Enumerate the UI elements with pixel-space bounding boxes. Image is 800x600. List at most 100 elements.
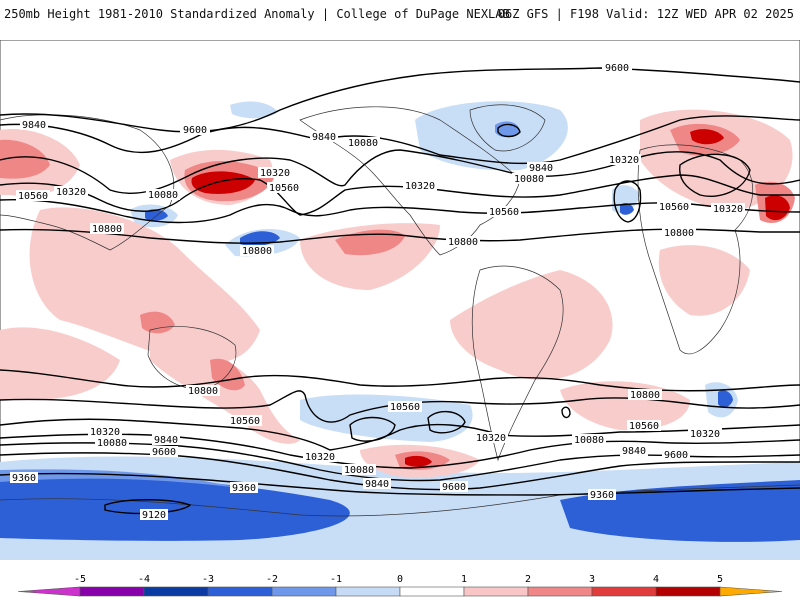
contour-label: 10800 [188,386,218,397]
colorbar-segment [335,586,401,597]
contour-label: 10320 [305,452,335,463]
neg-anomaly-satl-core [718,390,733,408]
contour-label: 10560 [390,402,420,413]
australia-coast [147,326,237,391]
pos-anomaly-npac-max [191,171,255,194]
contour-10800-north [0,228,800,244]
colorbar-segments [17,586,783,597]
contour-label: 10320 [56,187,86,198]
colorbar-tick-labels: -5 -4 -3 -2 -1 0 1 2 3 4 5 [74,574,723,585]
colorbar-tick-label: -2 [266,574,278,585]
contour-10800-south [0,369,800,392]
colorbar-segment [399,586,465,597]
neg-anomaly-antarctic-east [560,480,800,542]
contour-label: 10560 [629,421,659,432]
contour-label: 10800 [630,390,660,401]
contour-label: 9360 [232,483,256,494]
contour-label: 10320 [260,168,290,179]
contour-label: 9840 [529,163,553,174]
colorbar-segment [207,586,273,597]
contour-label: 10320 [405,181,435,192]
antarctica-coast [0,484,800,517]
contour-label: 10800 [664,228,694,239]
anomaly-shading [0,101,800,560]
contour-label: 9840 [22,120,46,131]
contour-label: 9360 [12,473,36,484]
contour-label: 10320 [90,427,120,438]
neg-anomaly-antarctic-core [0,475,350,541]
contour-label-layer: 9600 9840 9600 9840 10080 10560 10320 10… [10,62,745,521]
pos-anomaly-aus-south [150,340,300,444]
colorbar-segment [591,586,657,597]
pos-anomaly-npac-east [300,223,440,290]
contour-10320-north [0,174,800,216]
colorbar-segment [143,586,209,597]
neg-anomaly-wpac-core [145,209,168,221]
contour-label: 10320 [476,433,506,444]
contour-label: 10560 [230,416,260,427]
north-america-coast [299,106,521,256]
contour-label: 9600 [152,447,176,458]
pos-anomaly-asia-tropics [29,207,260,364]
contour-10080-south [0,433,800,469]
contour-10080-north [0,149,800,194]
contour-label: 10080 [574,435,604,446]
contour-label: 10080 [514,174,544,185]
contour-9600-north [0,67,800,133]
contour-greenland-low [497,123,521,138]
colorbar-segment [271,586,337,597]
pos-anomaly-europe-max [690,129,724,145]
contour-label: 10560 [18,191,48,202]
contour-label: 9600 [664,450,688,461]
neg-anomaly-natl-core [620,202,634,215]
contour-label: 9120 [142,510,166,521]
contour-label: 9600 [442,482,466,493]
contour-label: 10080 [344,465,374,476]
pos-anomaly-indonesia-core [140,311,175,334]
colorbar-tick-label: 3 [589,574,595,585]
contour-label: 9360 [590,490,614,501]
colorbar-segment [17,586,81,597]
contour-label: 10800 [448,237,478,248]
pos-anomaly-russia-max [765,195,790,221]
contour-label: 9840 [365,479,389,490]
contour-label: 10800 [242,246,272,257]
contour-label: 10320 [713,204,743,215]
pos-anomaly-africa [658,245,750,316]
pos-anomaly-npac-east-core [335,229,405,256]
run-valid-time: 06Z GFS | F198 Valid: 12Z WED APR 02 202… [497,7,794,21]
contour-spac-high-2 [427,411,466,434]
contour-label: 10560 [489,207,519,218]
contour-label: 10560 [269,183,299,194]
contour-label: 10320 [609,155,639,166]
product-title: 250mb Height 1981-2010 Standardized Anom… [4,7,510,21]
contour-label: 9840 [622,446,646,457]
anomaly-map: 9600 9840 9600 9840 10080 10560 10320 10… [0,40,800,560]
colorbar-tick-label: 5 [717,574,723,585]
colorbar-tick-label: 0 [397,574,403,585]
contour-label: 9600 [183,125,207,136]
colorbar-segment [527,586,593,597]
asia-coast [0,114,174,251]
contour-label: 9840 [312,132,336,143]
colorbar-segment [719,586,783,597]
colorbar-tick-label: -4 [138,574,150,585]
colorbar-segment [463,586,529,597]
pos-anomaly-sp-max [405,455,432,467]
contour-9840-north [0,115,800,165]
colorbar-tick-label: -1 [330,574,342,585]
contour-satl-low [561,406,571,419]
contour-europe-high [678,153,751,197]
contour-label: 10320 [690,429,720,440]
neg-anomaly-atlantic [612,185,640,214]
colorbar: -5 -4 -3 -2 -1 0 1 2 3 4 5 [17,574,783,597]
south-america-coast [471,265,564,462]
contour-label: 9840 [154,435,178,446]
neg-anomaly-greenland [415,101,568,171]
colorbar-segment [79,586,145,597]
contour-label: 9600 [605,63,629,74]
contour-atlantic-low [613,180,642,223]
contour-label: 10560 [659,202,689,213]
colorbar-tick-label: 1 [461,574,467,585]
contour-label: 10080 [348,138,378,149]
